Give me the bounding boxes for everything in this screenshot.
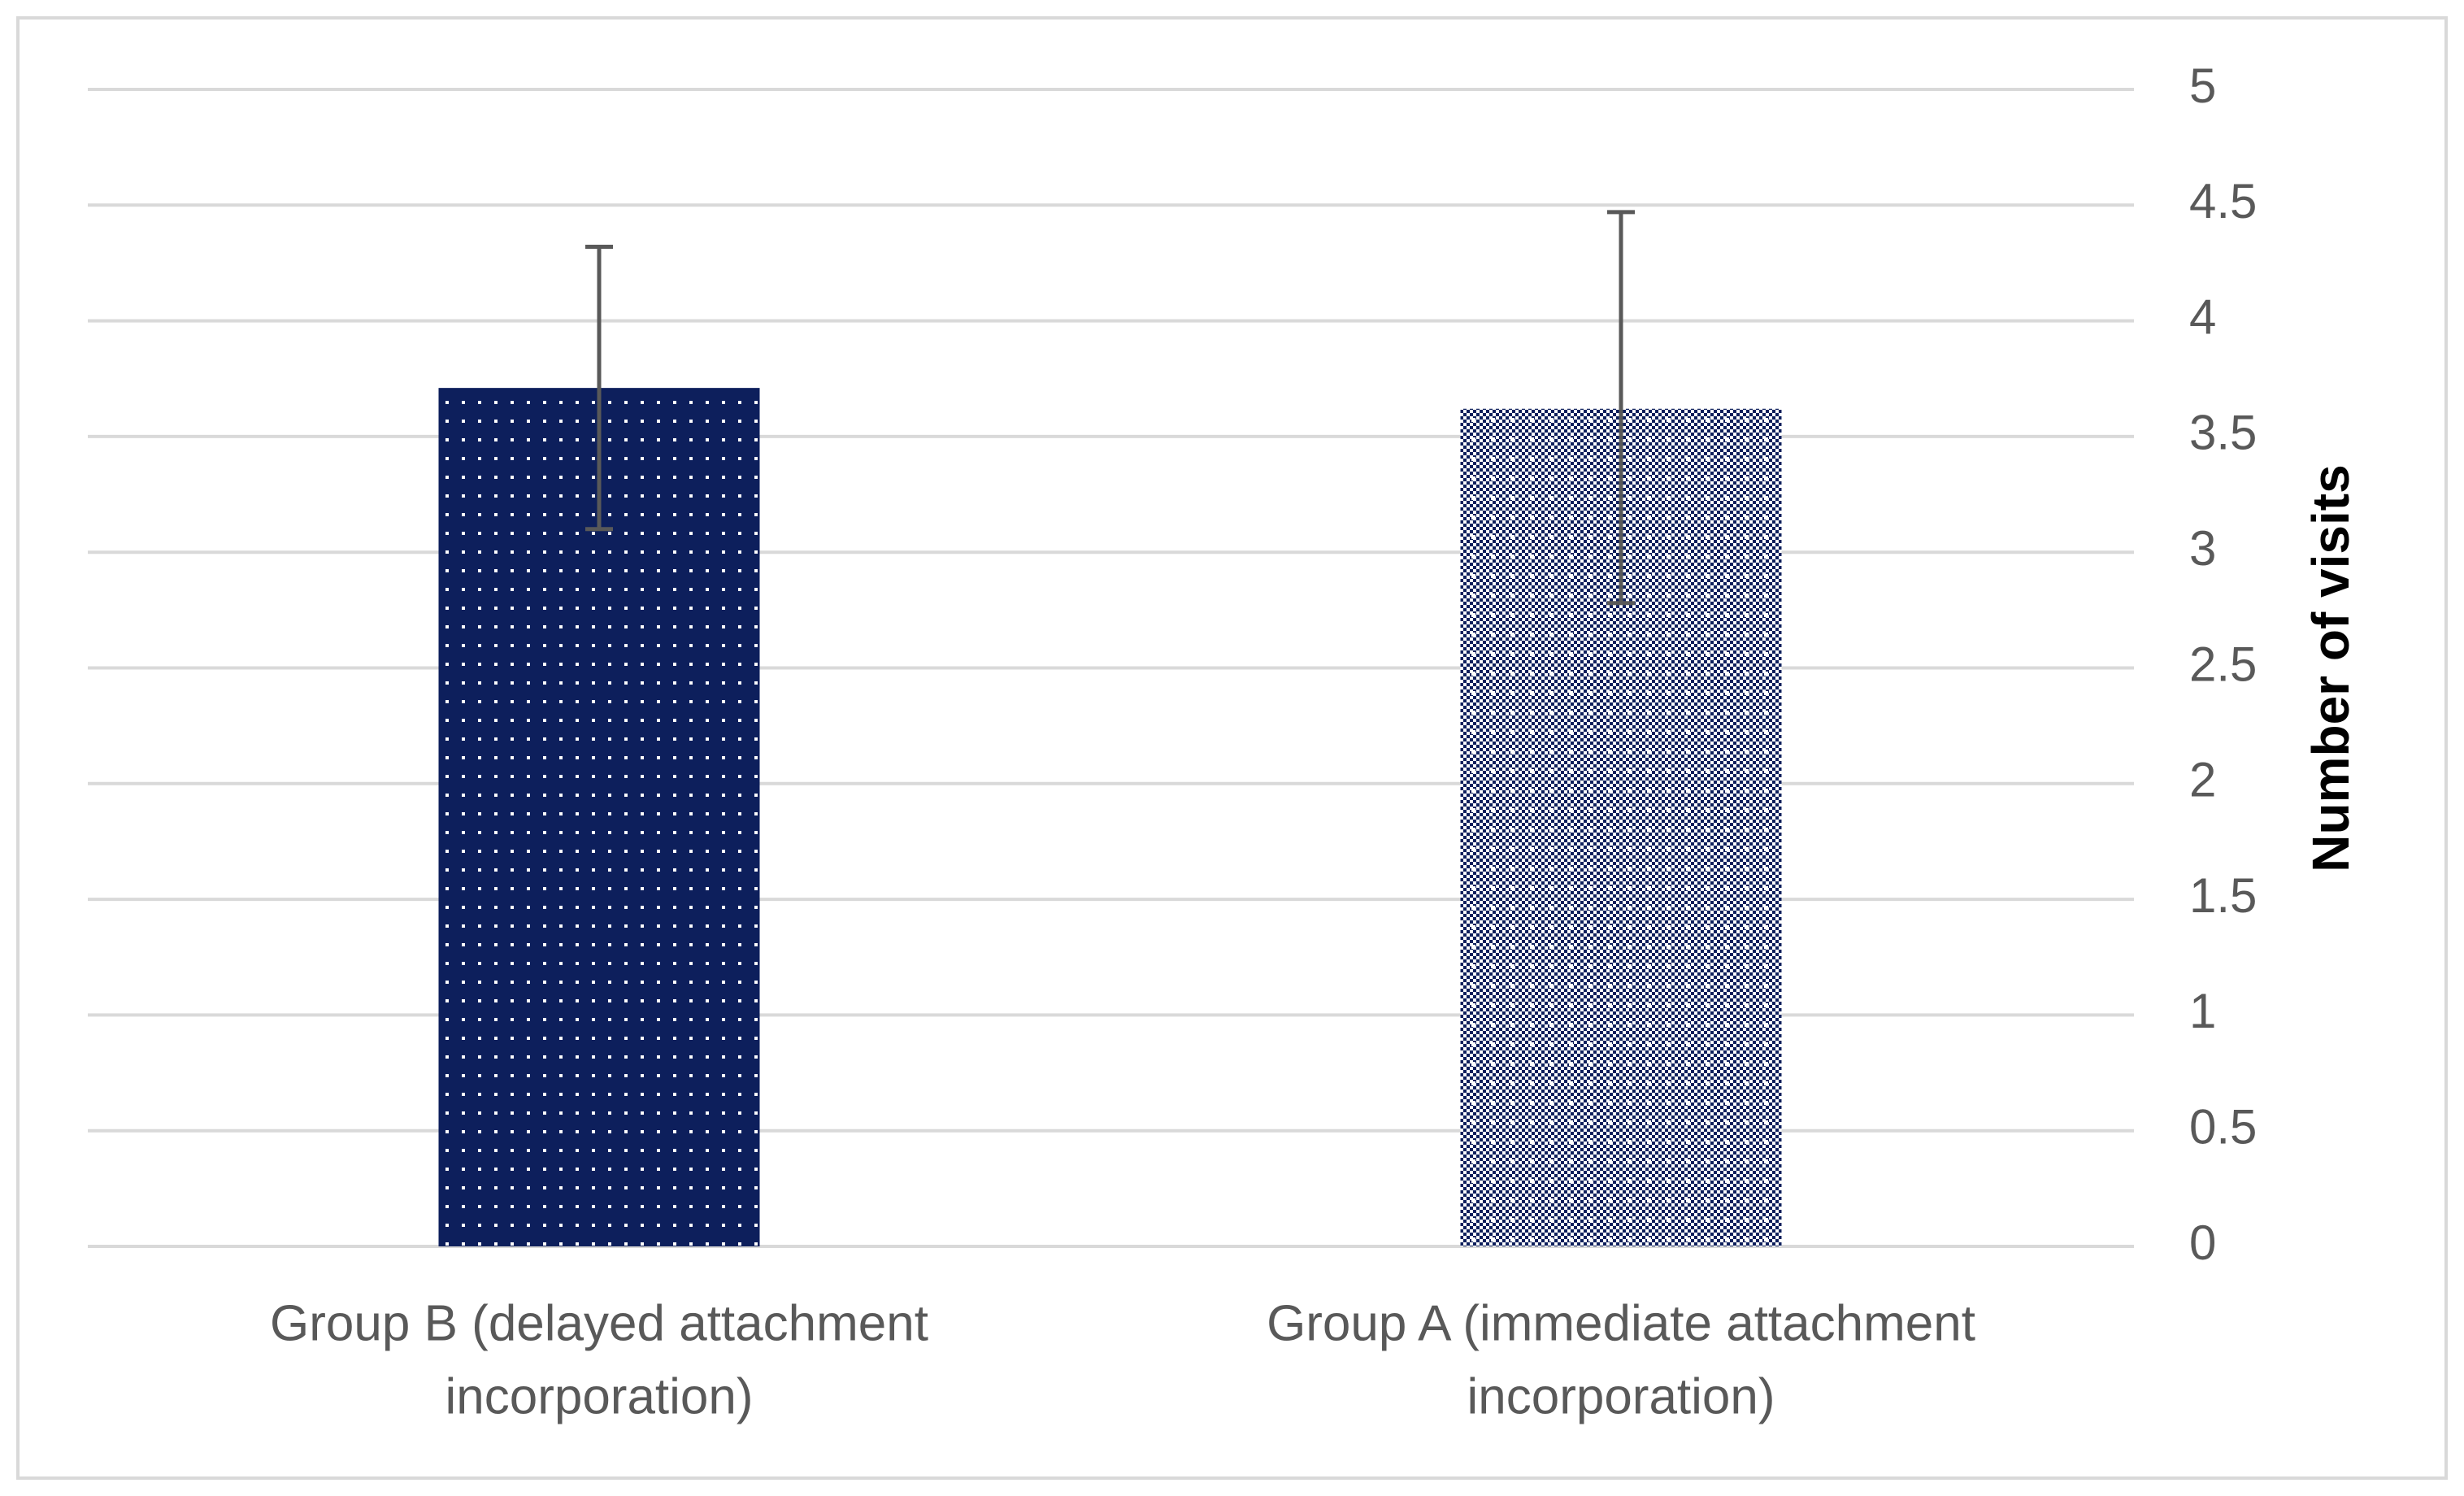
y-tick-label: 0.5	[2189, 1100, 2257, 1155]
x-category-label-line: incorporation)	[445, 1368, 753, 1424]
error-bars	[585, 210, 1635, 606]
x-category-label-line: incorporation)	[1467, 1368, 1775, 1424]
y-tick-label: 4	[2189, 289, 2216, 344]
y-tick-label: 4.5	[2189, 174, 2257, 228]
x-category-label: Group A (immediate attachment incorporati…	[1267, 1295, 1975, 1424]
gridlines	[88, 88, 2134, 1248]
error-bar	[1607, 210, 1635, 606]
y-tick-label: 2	[2189, 753, 2216, 807]
y-tick-label: 5	[2189, 59, 2216, 113]
chart-border	[16, 16, 2448, 1480]
x-category-label-line: Group B (delayed attachment	[270, 1295, 928, 1351]
error-bar	[585, 245, 613, 532]
y-axis-ticks: 0 0.5 1 1.5 2 2.5 3 3.5 4 4.5 5	[2189, 59, 2257, 1270]
y-tick-label: 2.5	[2189, 637, 2257, 691]
x-category-label: Group B (delayed attachment incorporation…	[270, 1295, 928, 1424]
bars	[438, 388, 1782, 1246]
y-tick-label: 3.5	[2189, 406, 2257, 460]
y-tick-label: 3	[2189, 521, 2216, 576]
y-tick-label: 1	[2189, 984, 2216, 1038]
y-tick-label: 1.5	[2189, 868, 2257, 923]
x-category-label-line: Group A (immediate attachment	[1267, 1295, 1975, 1351]
y-axis-title: Number of visits	[2301, 464, 2360, 872]
y-tick-label: 0	[2189, 1216, 2216, 1270]
x-axis-categories: Group B (delayed attachment incorporation…	[270, 1295, 1975, 1424]
